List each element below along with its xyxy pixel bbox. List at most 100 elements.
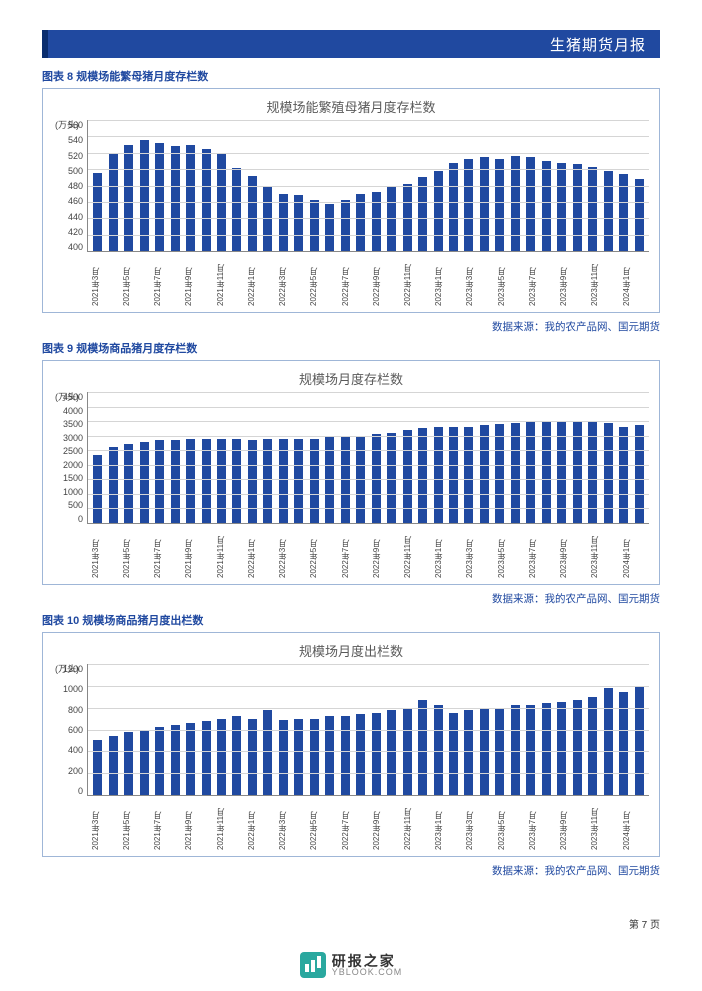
- grid-line: [88, 686, 649, 687]
- chart9-y-unit: (万头): [55, 390, 79, 403]
- xtick-label: 2023年11月: [589, 256, 599, 306]
- bar: [341, 200, 350, 251]
- bar: [202, 439, 211, 523]
- bar: [511, 705, 520, 795]
- xtick-label: [199, 800, 209, 850]
- chart9-area: (万头) 45004000350030002500200015001000500…: [53, 392, 649, 524]
- grid-line: [88, 450, 649, 451]
- grid-line: [88, 436, 649, 437]
- xtick-label: 2022年5月: [308, 256, 318, 306]
- bar: [635, 179, 644, 251]
- grid-line: [88, 465, 649, 466]
- xtick-label: 2022年11月: [402, 256, 412, 306]
- bar: [604, 171, 613, 251]
- xtick-label: 2023年9月: [558, 528, 568, 578]
- xtick-label: [605, 800, 615, 850]
- xtick-label: 2022年11月: [402, 800, 412, 850]
- xtick-label: 2022年1月: [246, 256, 256, 306]
- bar: [186, 723, 195, 795]
- xtick-label: 2023年1月: [433, 256, 443, 306]
- ytick-label: 440: [68, 212, 83, 222]
- bar: [124, 732, 133, 795]
- header-bar: 生猪期货月报: [42, 30, 660, 58]
- xtick-label: 2023年5月: [496, 528, 506, 578]
- xtick-label: 2022年5月: [308, 528, 318, 578]
- bar: [557, 163, 566, 251]
- bar: [232, 439, 241, 523]
- logo-text: 研报之家 YBLOOK.COM: [332, 954, 403, 977]
- xtick-label: 2021年9月: [183, 256, 193, 306]
- grid-line: [88, 494, 649, 495]
- bar: [464, 159, 473, 251]
- xtick-label: [199, 256, 209, 306]
- grid-line: [88, 235, 649, 236]
- bar: [109, 736, 118, 795]
- xtick-label: 2023年7月: [527, 800, 537, 850]
- chart9-yaxis: 450040003500300025002000150010005000: [53, 392, 87, 524]
- bar: [418, 700, 427, 795]
- chart8-title: 规模场能繁殖母猪月度存栏数: [53, 97, 649, 116]
- xtick-label: [262, 528, 272, 578]
- xtick-label: 2022年7月: [340, 256, 350, 306]
- bar: [140, 442, 149, 524]
- bar: [294, 195, 303, 251]
- ytick-label: 460: [68, 196, 83, 206]
- xtick-label: [324, 528, 334, 578]
- chart10-title: 规模场月度出栏数: [53, 641, 649, 660]
- ytick-label: 0: [78, 786, 83, 796]
- xtick-label: 2022年3月: [277, 528, 287, 578]
- bar: [279, 439, 288, 523]
- bar: [449, 713, 458, 795]
- xtick-label: 2023年1月: [433, 800, 443, 850]
- xtick-label: [449, 256, 459, 306]
- xtick-label: [324, 256, 334, 306]
- chart8-source: 数据来源：我的农产品网、国元期货: [42, 319, 660, 334]
- bar: [294, 439, 303, 523]
- ytick-label: 2500: [63, 446, 83, 456]
- xtick-label: [137, 800, 147, 850]
- bar: [526, 157, 535, 251]
- grid-line: [88, 202, 649, 203]
- bar: [387, 433, 396, 523]
- bar: [93, 740, 102, 795]
- xtick-label: 2023年5月: [496, 800, 506, 850]
- ytick-label: 2000: [63, 460, 83, 470]
- xtick-label: [137, 528, 147, 578]
- bar: [310, 439, 319, 523]
- bar: [495, 159, 504, 251]
- grid-line: [88, 508, 649, 509]
- xtick-label: 2022年3月: [277, 800, 287, 850]
- xtick-label: 2022年9月: [371, 256, 381, 306]
- ytick-label: 540: [68, 135, 83, 145]
- xtick-label: 2023年9月: [558, 256, 568, 306]
- xtick-label: [511, 800, 521, 850]
- ytick-label: 400: [68, 745, 83, 755]
- xtick-label: [636, 528, 646, 578]
- ytick-label: 480: [68, 181, 83, 191]
- logo-icon: [300, 952, 326, 978]
- chart10-yaxis: 120010008006004002000: [53, 664, 87, 796]
- xtick-label: 2023年7月: [527, 528, 537, 578]
- bar: [279, 720, 288, 795]
- grid-line: [88, 773, 649, 774]
- xtick-label: [137, 256, 147, 306]
- bar: [155, 440, 164, 523]
- grid-line: [88, 751, 649, 752]
- xtick-label: 2023年3月: [464, 256, 474, 306]
- chart10-source: 数据来源：我的农产品网、国元期货: [42, 863, 660, 878]
- grid-line: [88, 708, 649, 709]
- xtick-label: 2021年11月: [215, 800, 225, 850]
- xtick-label: [168, 256, 178, 306]
- bar: [573, 164, 582, 251]
- xtick-label: [418, 256, 428, 306]
- chart8-y-unit: (万头): [55, 118, 79, 131]
- logo-cn: 研报之家: [332, 954, 396, 968]
- ytick-label: 420: [68, 227, 83, 237]
- chart10-box: 规模场月度出栏数 (万头) 120010008006004002000 2021…: [42, 632, 660, 857]
- chart9-bars: [88, 392, 649, 523]
- xtick-label: [355, 256, 365, 306]
- chart9-source: 数据来源：我的农产品网、国元期货: [42, 591, 660, 606]
- xtick-label: [542, 528, 552, 578]
- xtick-label: [511, 528, 521, 578]
- bar: [171, 440, 180, 523]
